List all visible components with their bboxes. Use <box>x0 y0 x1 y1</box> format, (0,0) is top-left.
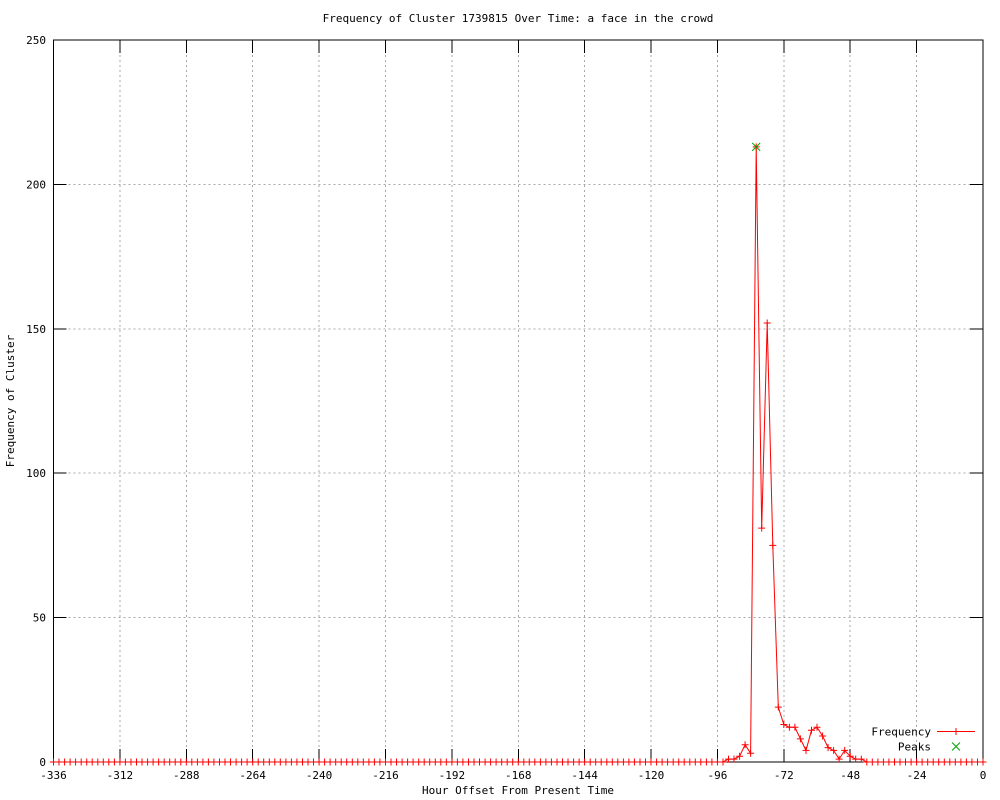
y-tick-label: 250 <box>26 34 46 47</box>
x-tick-label: -336 <box>40 769 67 782</box>
x-tick-label: -240 <box>306 769 333 782</box>
data-series <box>50 142 987 766</box>
legend: Frequency Peaks <box>871 726 975 754</box>
frequency-line <box>53 146 983 763</box>
x-axis-label: Hour Offset From Present Time <box>422 784 614 797</box>
x-tick-label: -120 <box>638 769 665 782</box>
y-axis-label: Frequency of Cluster <box>4 334 17 467</box>
x-tick-label: -216 <box>372 769 399 782</box>
legend-peaks-label: Peaks <box>898 741 931 754</box>
x-tick-label: -288 <box>173 769 200 782</box>
y-tick-label: 150 <box>26 323 46 336</box>
x-tick-label: -96 <box>707 769 727 782</box>
y-tick-label: 0 <box>39 756 46 769</box>
x-tick-label: -312 <box>107 769 134 782</box>
x-tick-label: -192 <box>439 769 466 782</box>
x-tick-label: 0 <box>980 769 987 782</box>
legend-frequency-label: Frequency <box>871 726 931 739</box>
y-tick-label: 50 <box>33 612 46 625</box>
x-tick-label: -72 <box>774 769 794 782</box>
y-tick-label: 100 <box>26 467 46 480</box>
legend-samples <box>937 728 975 751</box>
chart-title: Frequency of Cluster 1739815 Over Time: … <box>323 12 714 25</box>
y-tick-label: 200 <box>26 178 46 191</box>
y-tick-labels: 0 50 100 150 200 250 <box>26 34 46 769</box>
gridlines <box>53 40 983 762</box>
peak-marker <box>751 142 761 152</box>
x-tick-labels: -336 -312 -288 -264 -240 -216 -192 -168 -144 -120… <box>40 769 986 782</box>
legend-frequency-marker-sample <box>952 728 960 735</box>
x-tick-label: -24 <box>907 769 927 782</box>
frequency-markers <box>50 143 987 766</box>
x-tick-label: -144 <box>571 769 598 782</box>
x-tick-label: -168 <box>505 769 532 782</box>
x-tick-label: -264 <box>239 769 266 782</box>
x-tick-label: -48 <box>840 769 860 782</box>
legend-peaks-marker-sample <box>951 742 961 751</box>
